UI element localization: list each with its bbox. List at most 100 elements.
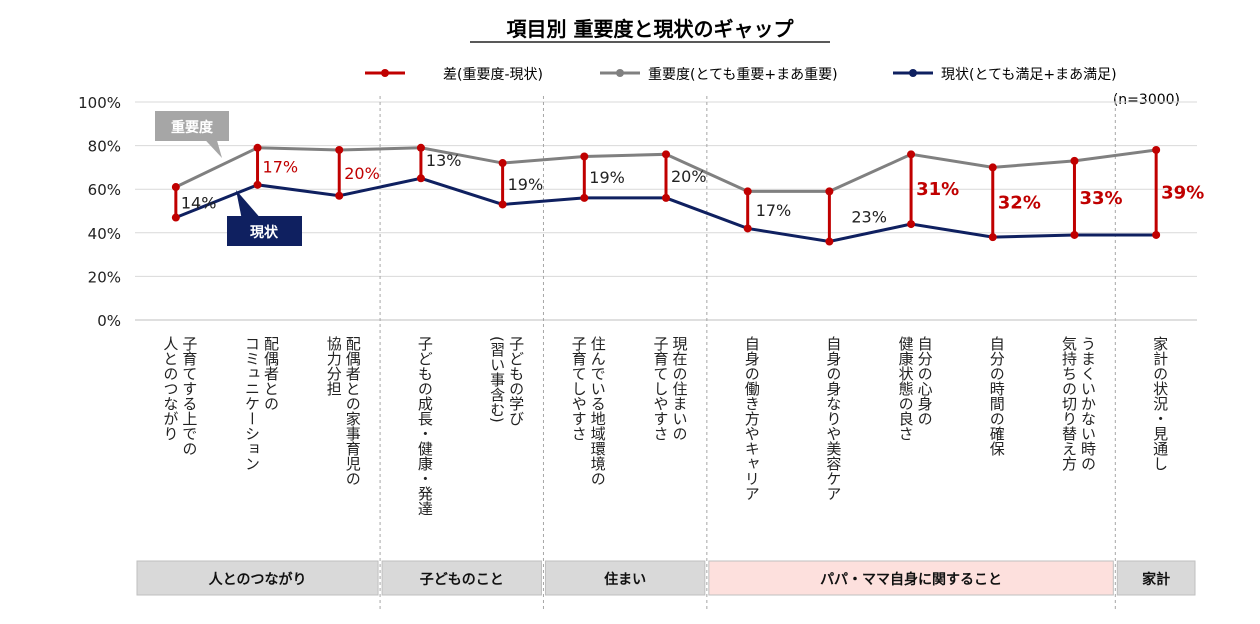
gap-label: 31% — [916, 179, 959, 200]
category-label: 自身の働き方やキャリア — [743, 336, 761, 501]
y-tick-label: 20% — [88, 268, 121, 286]
category-label-line: 自分の心身の — [916, 336, 934, 426]
gap-label: 17% — [756, 201, 792, 220]
importance-point — [743, 187, 752, 196]
category-label-line: 子育てしやすさ — [570, 336, 588, 441]
group-label: 家計 — [1142, 571, 1170, 588]
group-box-bg — [136, 560, 379, 596]
grid-lines — [135, 101, 1197, 321]
y-tick-label: 40% — [88, 225, 121, 243]
importance-point — [988, 163, 997, 172]
y-tick-label: 80% — [88, 138, 121, 156]
current-point — [662, 193, 670, 202]
importance-point — [416, 143, 425, 152]
legend-marker — [381, 69, 389, 77]
gap-label: 17% — [263, 157, 299, 176]
current-point — [416, 174, 425, 183]
group-label: 住まい — [604, 571, 646, 588]
gap-label: 19% — [508, 175, 544, 194]
callout-current: 現状 — [227, 190, 302, 246]
category-label-line: 子どもの成長・健康・発達 — [416, 336, 434, 516]
group-label: 人とのつながり — [209, 571, 307, 588]
category-label: 子どもの成長・健康・発達 — [416, 336, 434, 516]
importance-point — [1070, 156, 1079, 165]
category-label: 子どもの学び(習い事含む) — [488, 336, 525, 426]
chart-title: 項目別 重要度と現状のギャップ — [507, 17, 795, 41]
legend-marker — [909, 69, 917, 77]
legend-label: 現状(とても満足+まあ満足) — [941, 67, 1117, 83]
group-label: パパ・ママ自身に関すること — [820, 571, 1002, 588]
callout-current-box — [227, 216, 302, 246]
category-label-line: 配偶者との家事育児の — [344, 336, 362, 486]
category-label-line: 住んでいる地域環境の — [589, 336, 607, 486]
current-point — [988, 233, 997, 242]
callout-current-label: 現状 — [250, 224, 279, 241]
importance-point — [253, 143, 262, 152]
current-point — [335, 191, 344, 200]
category-label: 自身の身なりや美容ケア — [824, 336, 842, 501]
series-points — [171, 143, 1161, 246]
callout-importance-box — [155, 111, 229, 141]
current-point — [580, 193, 589, 202]
category-label-line: 人とのつながり — [161, 336, 179, 441]
category-label: 自分の時間の確保 — [988, 336, 1006, 456]
category-label-line: 健康状態の良さ — [897, 336, 915, 441]
importance-point — [171, 183, 180, 192]
callout-importance: 重要度 — [155, 111, 229, 158]
category-label-line: 配偶者との — [262, 336, 280, 411]
category-label: 家計の状況・見通し — [1151, 336, 1169, 471]
group-box-bg — [708, 560, 1114, 596]
importance-point — [580, 152, 589, 161]
group-box: 人とのつながり — [136, 560, 379, 596]
current-point — [498, 200, 507, 209]
importance-point — [907, 150, 916, 159]
y-tick-label: 60% — [88, 181, 121, 199]
y-tick-label: 0% — [97, 312, 121, 330]
category-label-line: 子育てしやすさ — [652, 336, 670, 441]
category-label-line: うまくいかない時の — [1079, 336, 1097, 471]
gap-label: 23% — [851, 207, 887, 226]
legend-marker — [616, 69, 624, 77]
gap-label: 19% — [589, 168, 625, 187]
gap-label: 20% — [344, 164, 380, 183]
importance-point — [335, 145, 344, 154]
category-label-line: 自身の働き方やキャリア — [743, 336, 761, 501]
importance-point — [498, 159, 507, 168]
sample-size-note: (n=3000) — [1113, 92, 1180, 108]
current-point — [253, 180, 262, 189]
legend-label: 重要度(とても重要+まあ重要) — [648, 67, 838, 83]
category-label-line: 気持ちの切り替え方 — [1060, 336, 1078, 472]
current-point — [1152, 230, 1161, 239]
category-label-line: コミュニケーション — [243, 336, 261, 471]
gap-label: 14% — [181, 193, 217, 212]
gap-label: 39% — [1161, 182, 1204, 203]
y-axis: 0% 20% 40% 60% 80% 100% — [78, 94, 121, 330]
current-point — [1070, 230, 1079, 239]
group-box: 家計 — [1116, 560, 1196, 596]
group-box: パパ・ママ自身に関すること — [708, 560, 1114, 596]
y-tick-label: 100% — [78, 94, 121, 112]
group-box: 子どものこと — [381, 560, 542, 596]
gap-bars — [174, 147, 1158, 242]
legend: 差(重要度-現状) 重要度(とても重要+まあ重要) 現状(とても満足+まあ満足) — [365, 67, 1117, 83]
category-label-line: 子育てする上での — [180, 336, 198, 456]
category-label-line: 現在の住まいの — [671, 336, 689, 441]
category-label-line: 自身の身なりや美容ケア — [824, 336, 842, 501]
current-point — [743, 224, 752, 233]
importance-point — [662, 150, 670, 159]
group-box-bg — [1116, 560, 1196, 596]
current-point — [907, 220, 916, 229]
importance-point — [1152, 145, 1161, 154]
callout-current-pointer — [236, 190, 262, 220]
current-point — [171, 213, 180, 222]
group-box-bg — [381, 560, 542, 596]
gap-label: 20% — [671, 167, 707, 186]
category-label-line: (習い事含む) — [488, 336, 506, 423]
